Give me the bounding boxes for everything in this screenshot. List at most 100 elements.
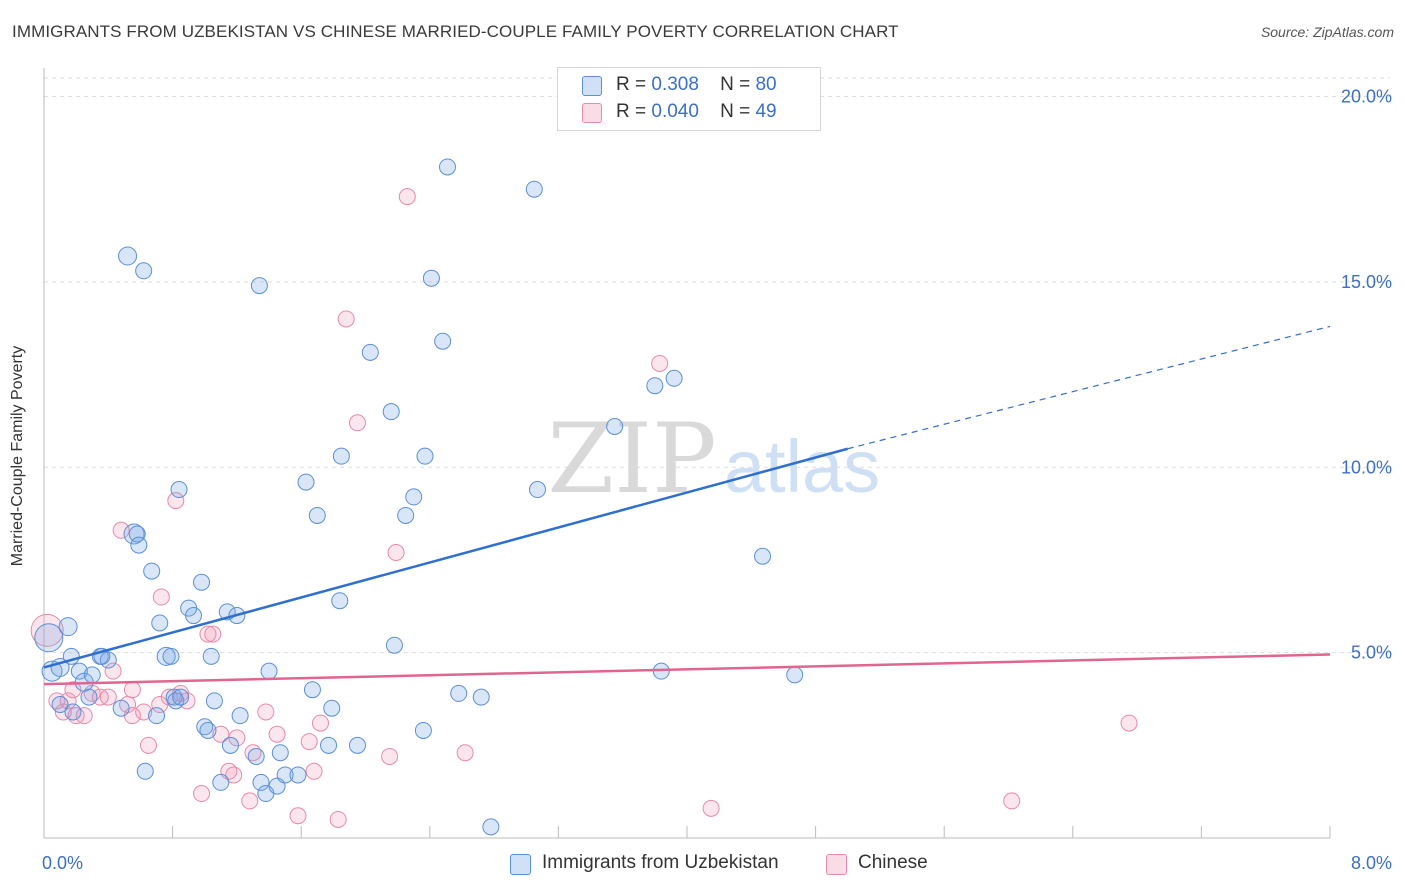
data-point-chinese	[456, 744, 474, 762]
data-point-chinese	[112, 521, 130, 539]
data-point-chinese	[123, 681, 141, 699]
data-point-uzbekistan	[34, 623, 64, 653]
bottom-legend-swatch-blue	[510, 854, 531, 875]
data-point-chinese	[311, 714, 329, 732]
data-point-chinese	[99, 688, 117, 706]
data-point-chinese	[225, 766, 243, 784]
data-point-uzbekistan	[323, 699, 341, 717]
trend-line-uzbekistan	[43, 447, 849, 669]
data-point-uzbekistan	[83, 666, 101, 684]
data-point-chinese	[387, 544, 405, 562]
data-point-chinese	[257, 703, 275, 721]
data-point-uzbekistan	[472, 688, 490, 706]
data-point-chinese	[1120, 714, 1138, 732]
data-point-uzbekistan	[606, 417, 624, 435]
data-point-uzbekistan	[143, 562, 161, 580]
data-point-chinese	[398, 188, 416, 206]
data-point-chinese	[651, 354, 669, 372]
data-point-uzbekistan	[136, 762, 154, 780]
legend-swatch-blue	[582, 76, 602, 96]
data-point-uzbekistan	[276, 766, 294, 784]
legend-r-value-1: 0.308	[651, 74, 699, 95]
data-point-uzbekistan	[289, 766, 307, 784]
legend-n-value-2: 49	[755, 101, 777, 122]
data-point-chinese	[348, 414, 366, 432]
legend-r-value-2: 0.040	[651, 101, 699, 122]
data-point-uzbekistan	[250, 277, 268, 295]
grid	[44, 77, 1390, 654]
data-point-chinese	[241, 792, 259, 810]
axes	[43, 68, 1331, 839]
data-point-chinese	[212, 725, 230, 743]
data-point-uzbekistan	[148, 707, 166, 725]
data-point-uzbekistan	[332, 447, 350, 465]
data-point-uzbekistan	[123, 523, 145, 545]
legend-r-label: R =	[616, 101, 647, 122]
data-point-uzbekistan	[665, 369, 683, 387]
data-point-chinese	[300, 733, 318, 751]
data-point-uzbekistan	[172, 688, 190, 706]
bottom-legend-label-uzbekistan: Immigrants from Uzbekistan	[542, 852, 779, 873]
data-point-uzbekistan	[434, 332, 452, 350]
data-point-uzbekistan	[308, 506, 326, 524]
y-tick-label: 10.0%	[1341, 457, 1392, 477]
legend-n-label: N =	[720, 74, 751, 95]
legend-n-value-1: 80	[755, 74, 777, 95]
data-point-uzbekistan	[231, 707, 249, 725]
data-point-uzbekistan	[193, 573, 211, 591]
data-point-uzbekistan	[382, 403, 400, 421]
trend-line-uzbekistan-projection	[847, 325, 1331, 450]
data-point-uzbekistan	[416, 447, 434, 465]
data-point-chinese	[152, 588, 170, 606]
data-point-uzbekistan	[162, 647, 180, 665]
x-tick-label-min: 0.0%	[42, 853, 83, 873]
data-point-chinese	[135, 703, 153, 721]
correlation-legend: R = 0.308 N = 80 R = 0.040 N = 49	[557, 67, 821, 131]
data-point-uzbekistan	[529, 481, 547, 499]
data-point-chinese	[193, 785, 211, 803]
data-point-uzbekistan	[482, 818, 500, 836]
data-point-uzbekistan	[297, 473, 315, 491]
data-point-uzbekistan	[397, 506, 415, 524]
source-label: Source: ZipAtlas.com	[1260, 24, 1394, 40]
data-point-uzbekistan	[450, 684, 468, 702]
data-point-uzbekistan	[786, 666, 804, 684]
watermark-zip: ZIP	[547, 403, 716, 515]
data-point-chinese	[139, 736, 157, 754]
legend-swatch-pink	[582, 103, 602, 123]
data-point-chinese	[305, 762, 323, 780]
data-point-uzbekistan	[128, 525, 146, 543]
data-point-uzbekistan	[151, 614, 169, 632]
data-point-uzbekistan	[80, 688, 98, 706]
data-point-uzbekistan	[118, 246, 138, 266]
data-point-uzbekistan	[156, 646, 176, 666]
data-point-uzbekistan	[184, 607, 202, 625]
data-point-chinese	[64, 681, 82, 699]
data-point-uzbekistan	[199, 721, 217, 739]
data-point-uzbekistan	[58, 617, 78, 637]
data-point-chinese	[381, 747, 399, 765]
data-point-uzbekistan	[202, 647, 220, 665]
data-point-chinese	[104, 662, 122, 680]
data-point-chinese	[289, 807, 307, 825]
data-point-chinese	[59, 692, 77, 710]
legend-n-label: N =	[720, 101, 751, 122]
y-tick-label: 20.0%	[1341, 87, 1392, 107]
data-point-uzbekistan	[320, 736, 338, 754]
data-point-uzbekistan	[135, 262, 153, 280]
data-point-uzbekistan	[414, 721, 432, 739]
data-point-chinese	[329, 810, 347, 828]
data-point-chinese	[30, 613, 64, 647]
data-point-uzbekistan	[525, 180, 543, 198]
data-point-uzbekistan	[348, 736, 366, 754]
data-point-chinese	[337, 310, 355, 328]
data-point-chinese	[1003, 792, 1021, 810]
data-point-uzbekistan	[271, 744, 289, 762]
data-point-uzbekistan	[331, 592, 349, 610]
chart-title: IMMIGRANTS FROM UZBEKISTAN VS CHINESE MA…	[12, 22, 899, 41]
data-point-chinese	[702, 799, 720, 817]
data-point-uzbekistan	[170, 481, 188, 499]
x-tick-label-max: 8.0%	[1351, 853, 1392, 873]
data-point-uzbekistan	[247, 747, 265, 765]
